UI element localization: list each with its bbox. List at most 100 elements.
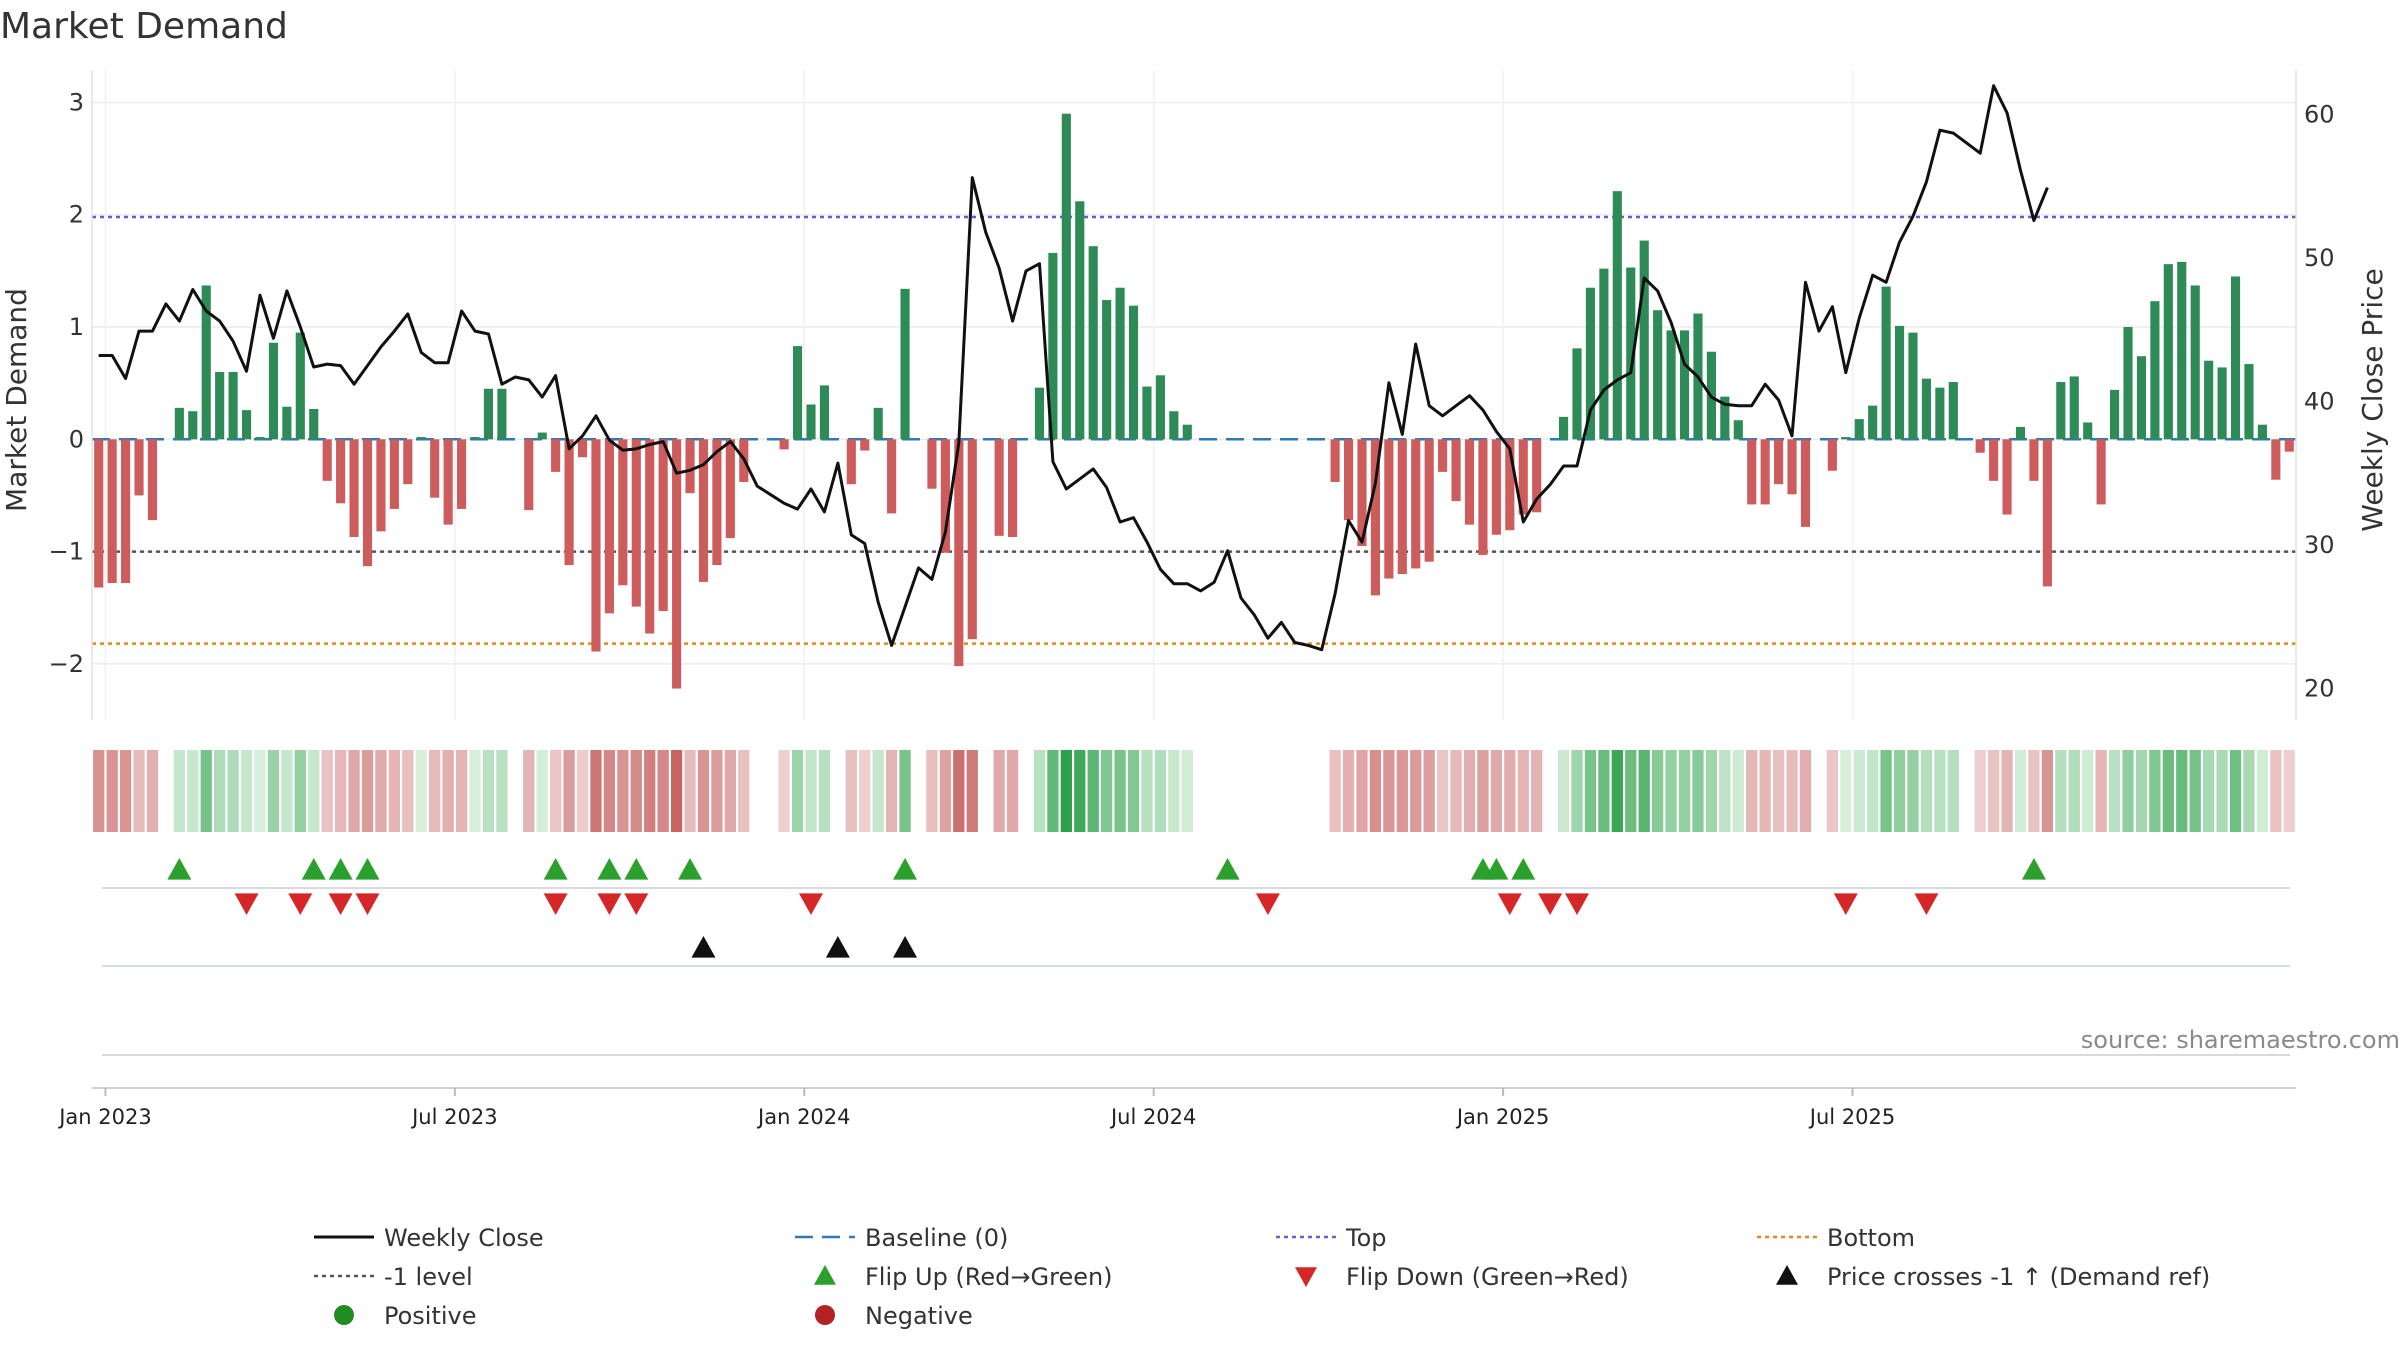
demand-bar (940, 439, 950, 553)
heat-strip-cell (2095, 750, 2107, 832)
demand-bar (954, 439, 964, 667)
flip-up-marker (1511, 858, 1536, 880)
demand-bar (1128, 305, 1139, 440)
heat-strip-cell (1759, 750, 1771, 832)
heat-strip-cell (832, 750, 844, 832)
demand-bar (1088, 246, 1098, 440)
heat-strip-cell (1302, 750, 1314, 832)
legend-label: Baseline (0) (865, 1224, 1008, 1252)
heat-strip-cell (429, 750, 441, 832)
demand-bar (2190, 285, 2200, 440)
y-tick-left: 3 (69, 88, 84, 116)
heat-strip-cell (523, 750, 535, 832)
heat-strip-cell (1934, 750, 1946, 832)
flip-up-marker (543, 858, 568, 880)
y-tick-right: 20 (2304, 674, 2335, 702)
demand-bar (994, 439, 1004, 536)
heat-strip-cell (1423, 750, 1435, 832)
demand-bar (2204, 360, 2214, 440)
demand-bar (1330, 439, 1340, 482)
demand-bar (2029, 439, 2039, 481)
heat-strip-cell (751, 750, 763, 832)
x-tick-label: Jan 2025 (1455, 1105, 1550, 1129)
heat-strip-cell (1772, 750, 1785, 832)
grid (92, 70, 2296, 720)
demand-bar (1585, 287, 1596, 440)
demand-bar (443, 439, 453, 525)
heat-strip-cell (1195, 750, 1207, 832)
level-lines (92, 215, 2296, 645)
heat-strip-cell (187, 750, 199, 832)
demand-bar (672, 439, 682, 689)
heat-strip-cell (1020, 750, 1032, 832)
heat-strip-cell (482, 750, 495, 832)
demand-bar (1626, 267, 1636, 440)
demand-bar (577, 439, 588, 458)
demand-bar (1989, 439, 1999, 481)
heat-strip-cell (173, 750, 185, 832)
demand-bar (1559, 416, 1569, 440)
heat-strip-cell (926, 750, 938, 832)
heat-strip-cell (765, 750, 777, 832)
demand-bar (430, 439, 440, 498)
heat-strip-cell (1262, 750, 1274, 832)
heat-strip-cell (1867, 750, 1879, 832)
heat-strip-cell (724, 750, 736, 832)
demand-bar (1760, 439, 1770, 505)
demand-bar (537, 432, 547, 440)
heat-strip-cell (576, 750, 589, 832)
heat-strip-cell (402, 750, 414, 832)
demand-bar (94, 439, 104, 588)
heat-strip-cell (200, 750, 212, 832)
demand-bar (1841, 437, 1851, 440)
demand-bar (1505, 439, 1515, 531)
heat-strip-cell (563, 750, 575, 832)
demand-bar (900, 288, 910, 440)
heat-strip-cell (1584, 750, 1597, 832)
demand-bar (1478, 439, 1488, 555)
heat-strip-cell (1504, 750, 1516, 832)
demand-bar (1639, 240, 1649, 440)
demand-bar (1424, 439, 1434, 562)
heat-strip-cell (2001, 750, 2013, 832)
heat-strip-cell (1248, 750, 1261, 832)
heat-strip-cell (1746, 750, 1758, 832)
demand-bar (1894, 325, 1905, 440)
heat-strip-cell (1127, 750, 1140, 832)
weekly-close-line (98, 84, 2049, 652)
heat-strip-cell (1410, 750, 1422, 832)
heat-strip-cell (1235, 750, 1247, 832)
demand-bar (282, 406, 292, 440)
demand-bar (1908, 332, 1918, 440)
demand-bar (551, 439, 561, 472)
heat-strip-cell (1342, 750, 1355, 832)
heat-strip-cell (1383, 750, 1395, 832)
demand-bar (1666, 330, 1676, 440)
heat-strip-cell (1853, 750, 1865, 832)
legend-swatch (1295, 1267, 1317, 1287)
demand-bar (121, 439, 131, 584)
flip-down-marker (234, 893, 259, 915)
heat-strip-cell (1678, 750, 1691, 832)
demand-bar (819, 385, 829, 440)
heat-strip-cell (1719, 750, 1731, 832)
heat-strip-cell (2189, 750, 2201, 832)
heat-strip-cell (2082, 750, 2094, 832)
demand-bar (698, 439, 709, 582)
demand-bar (1921, 378, 1931, 440)
flip-up-marker (893, 858, 918, 880)
demand-bar (2136, 356, 2147, 440)
y-tick-left: 2 (69, 201, 84, 229)
heat-strip-cell (2283, 750, 2295, 832)
heat-strip-cell (388, 750, 401, 832)
demand-bar (806, 404, 816, 440)
flip-up-marker (597, 858, 622, 880)
heat-strip-cell (93, 750, 105, 832)
weekly-close-series (98, 84, 2049, 652)
demand-bar (618, 439, 628, 586)
heat-strip-cell (953, 750, 965, 832)
price-cross-marker (825, 936, 850, 958)
legend-label: Bottom (1827, 1224, 1915, 1252)
heat-strip-cell (1154, 750, 1167, 832)
demand-bar (1397, 439, 1407, 575)
